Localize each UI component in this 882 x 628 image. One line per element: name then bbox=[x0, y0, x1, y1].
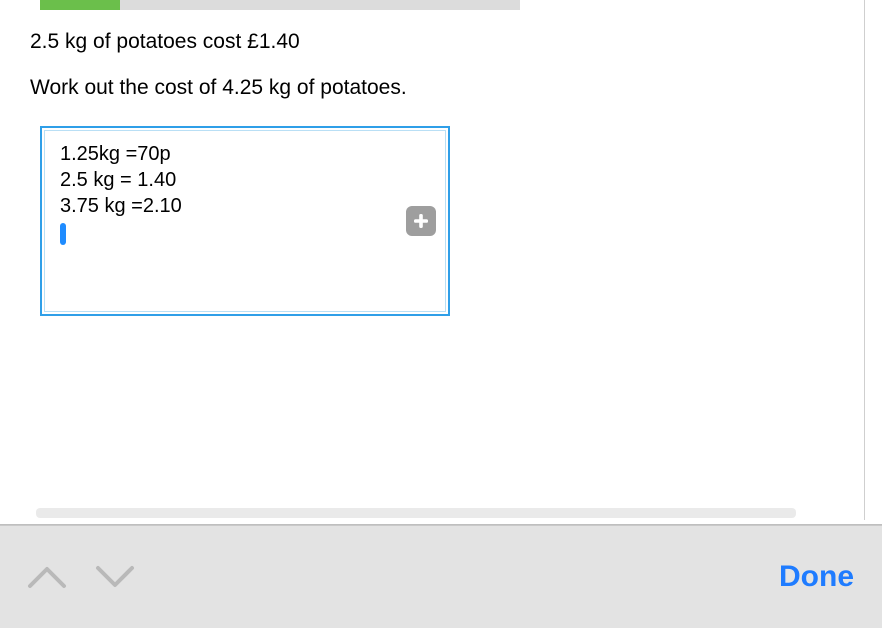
done-button[interactable]: Done bbox=[779, 560, 854, 594]
keyboard-accessory-bar: Done bbox=[0, 524, 882, 628]
progress-bar bbox=[0, 0, 520, 10]
next-field-button[interactable] bbox=[94, 562, 136, 592]
panel-separator bbox=[864, 0, 865, 520]
chevron-down-icon bbox=[94, 562, 136, 592]
answer-inner: 1.25kg =70p2.5 kg = 1.403.75 kg =2.10 bbox=[44, 130, 446, 312]
progress-fill bbox=[40, 0, 120, 10]
question-line-2: Work out the cost of 4.25 kg of potatoes… bbox=[30, 76, 407, 100]
answer-line: 3.75 kg =2.10 bbox=[60, 193, 430, 219]
keyboard-bar-separator bbox=[0, 525, 882, 526]
add-line-button[interactable] bbox=[406, 206, 436, 236]
answer-input[interactable]: 1.25kg =70p2.5 kg = 1.403.75 kg =2.10 bbox=[40, 126, 450, 316]
text-caret bbox=[60, 223, 66, 245]
prev-field-button[interactable] bbox=[26, 562, 68, 592]
plus-icon bbox=[412, 212, 430, 230]
question-line-1: 2.5 kg of potatoes cost £1.40 bbox=[30, 30, 300, 54]
answer-line: 1.25kg =70p bbox=[60, 141, 430, 167]
chevron-up-icon bbox=[26, 562, 68, 592]
horizontal-scrollbar[interactable] bbox=[36, 508, 796, 518]
answer-text: 1.25kg =70p2.5 kg = 1.403.75 kg =2.10 bbox=[60, 141, 430, 219]
answer-line: 2.5 kg = 1.40 bbox=[60, 167, 430, 193]
